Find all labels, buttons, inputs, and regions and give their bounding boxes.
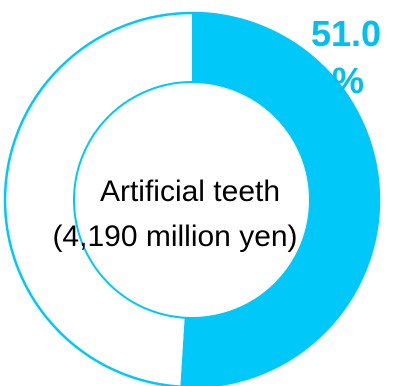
donut-slice-1: [180, 12, 380, 386]
slice-1-data-label-unit: %: [332, 60, 364, 101]
center-label-line-1: Artificial teeth: [100, 175, 280, 208]
slice-1-data-label-value: 51.0: [311, 13, 381, 54]
inner-ring-outline: [73, 81, 311, 319]
donut-slice-2: [4, 12, 192, 386]
outer-ring-outline: [3, 11, 381, 386]
center-label-line-2: (4,190 million yen): [52, 220, 297, 253]
slices-group: [4, 12, 380, 386]
